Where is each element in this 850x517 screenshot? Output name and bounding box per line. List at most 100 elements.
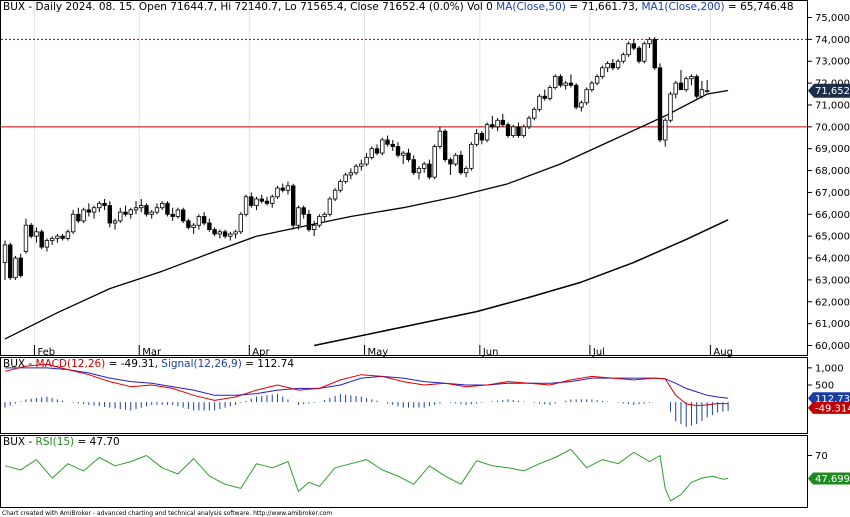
candle (222, 229, 228, 239)
rsi-pane[interactable] (0, 435, 808, 508)
candle-body-up (322, 213, 327, 217)
candle-body-down (652, 38, 657, 69)
candle (647, 37, 652, 49)
candle-body-down (374, 148, 380, 154)
candle (343, 172, 348, 184)
candle (144, 203, 149, 217)
candle-body-up (579, 102, 584, 108)
y-tick-label: 60,000 (815, 341, 850, 352)
month-label: Jun (482, 347, 499, 358)
candle (332, 188, 338, 202)
candle-body-up (338, 181, 343, 191)
grid-layer (33, 1, 711, 355)
candle (23, 218, 29, 254)
ma50-line (4, 89, 729, 340)
candle (112, 218, 118, 230)
candle (589, 80, 595, 92)
month-label: Apr (252, 347, 270, 358)
candle-body-down (568, 82, 574, 86)
price-pane[interactable] (0, 0, 808, 356)
candle (8, 242, 13, 280)
candle (76, 207, 81, 224)
candle-body-up (296, 207, 301, 226)
signal-value-tag (808, 392, 850, 405)
candle-body-up (139, 205, 144, 209)
macd-value-tag (808, 401, 850, 414)
candle (264, 196, 270, 206)
y-tick-label: 66,000 (815, 210, 850, 221)
candle (133, 201, 139, 215)
candle-body-down (306, 213, 312, 231)
candle (149, 209, 154, 219)
candle (207, 218, 212, 232)
candle (259, 194, 264, 204)
candle (165, 201, 170, 217)
candle (505, 122, 511, 138)
candle-body-down (505, 124, 511, 136)
candle (175, 207, 181, 219)
candle (395, 142, 401, 158)
candle-body-down (385, 139, 390, 145)
candle (605, 61, 610, 73)
candle-body-up (673, 82, 678, 95)
candle-body-up (285, 185, 291, 191)
rsi-header: BUX - RSI(15) = 47.70 (3, 436, 120, 448)
candle-body-up (228, 233, 233, 237)
candle (154, 203, 160, 215)
candle-body-down (123, 211, 128, 215)
candle-body-up (65, 231, 71, 239)
series-layer (1, 38, 807, 502)
candle-body-down (222, 231, 228, 237)
candle (296, 205, 301, 230)
candle (107, 201, 112, 228)
candle-body-down (442, 130, 448, 161)
candle-body-up (327, 198, 333, 215)
candle-body-up (532, 108, 537, 119)
candle (516, 122, 521, 138)
candle (311, 220, 317, 237)
candle-body-down (490, 124, 495, 128)
candle (233, 229, 238, 239)
candle-body-up (70, 213, 76, 233)
candle (416, 166, 422, 180)
candle (474, 129, 479, 147)
candle-body-up (553, 76, 558, 88)
candle-body-up (49, 237, 55, 241)
candle-body-down (39, 231, 44, 248)
rsi-value-tag (808, 472, 850, 485)
candle-body-up (642, 43, 647, 62)
candle-body-up (254, 198, 259, 206)
candle-body-up (191, 224, 196, 228)
rsi-label: RSI(15) (36, 436, 75, 448)
candle-body-up (584, 89, 589, 104)
candle (55, 233, 60, 243)
candle (652, 37, 657, 70)
candle-body-up (317, 216, 322, 226)
month-label: Jul (592, 347, 605, 358)
candle (511, 124, 516, 138)
candle (70, 209, 76, 234)
candle (322, 212, 327, 221)
candle-body-up (270, 196, 275, 204)
rsi-value-tag-text: 47.6994 (815, 474, 850, 485)
candle (657, 63, 663, 143)
candle-body-up (243, 196, 249, 215)
candle-body-down (500, 119, 505, 126)
macd-pane[interactable] (0, 357, 808, 434)
candle-body-up (663, 119, 668, 141)
candle (270, 194, 275, 208)
candle-body-down (201, 216, 207, 224)
candle (678, 69, 684, 91)
candle-body-down (542, 95, 547, 99)
candle (699, 80, 705, 99)
candle (91, 205, 97, 219)
rsi-line (4, 448, 729, 502)
candle (547, 85, 553, 101)
candle (621, 52, 626, 64)
candle (526, 115, 532, 130)
candle (610, 59, 616, 70)
candle-body-up (600, 67, 605, 77)
candle-body-down (558, 76, 563, 86)
candle (448, 157, 453, 175)
